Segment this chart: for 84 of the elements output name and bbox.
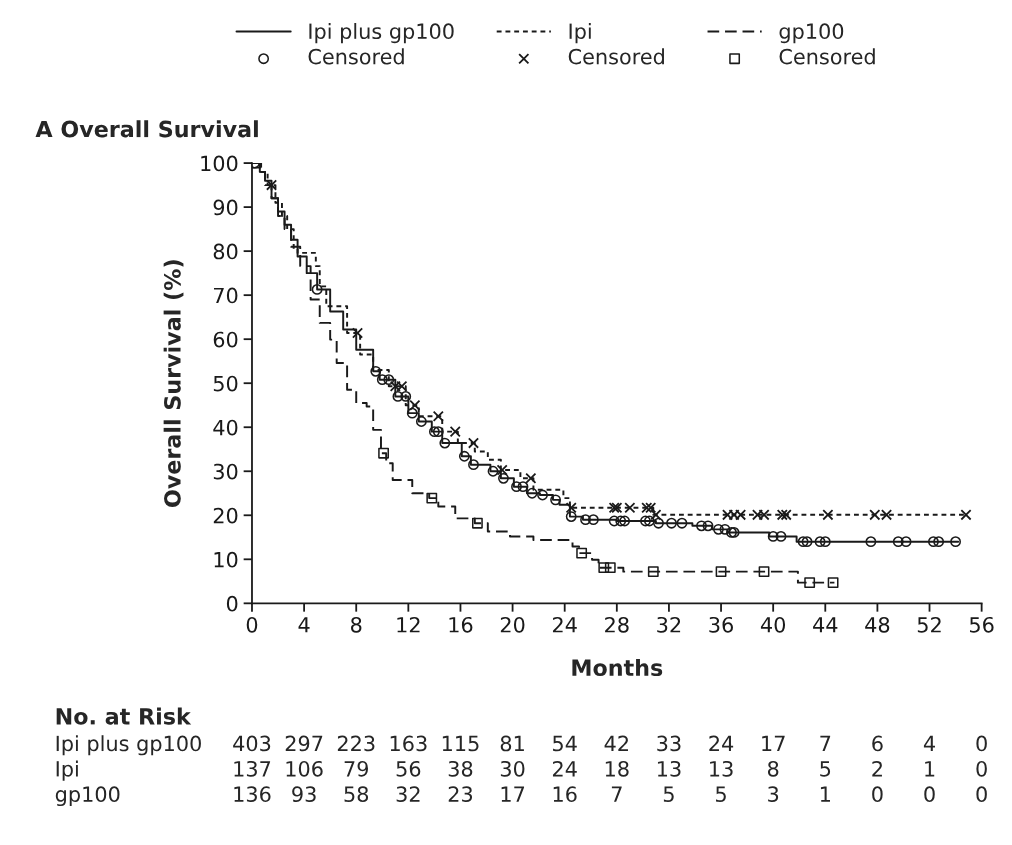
text: 136 <box>234 786 271 803</box>
text: Ipi plus gp100 <box>56 735 201 756</box>
text: 18 <box>605 760 629 777</box>
text: 16 <box>553 786 577 803</box>
y-axis-title: Overall Survival (%) <box>163 260 184 507</box>
x-tick-label: 52 <box>917 616 941 633</box>
text: 58 <box>344 786 369 803</box>
text: 13 <box>710 760 733 777</box>
text: 56 <box>396 760 421 777</box>
x-tick-label: 12 <box>397 616 420 633</box>
text: 1 <box>925 761 935 777</box>
text: 1 <box>820 786 830 802</box>
text: 24 <box>552 760 577 777</box>
text: 32 <box>396 786 420 803</box>
y-tick-label: 80 <box>213 243 238 260</box>
text: 54 <box>553 735 577 752</box>
text: 5 <box>820 761 831 777</box>
y-tick-label: 30 <box>213 463 238 480</box>
y-tick-label: 20 <box>213 507 238 524</box>
text: 17 <box>501 786 525 802</box>
x-tick-label: 48 <box>865 616 890 633</box>
x-tick-label: 36 <box>709 616 733 633</box>
y-tick-label: 100 <box>201 155 238 172</box>
text: 6 <box>872 735 883 752</box>
text: 23 <box>448 786 473 803</box>
text: 0 <box>976 735 987 752</box>
x-tick-label: 32 <box>657 616 681 633</box>
x-tick-label: 24 <box>552 616 577 633</box>
text: 8 <box>767 760 779 777</box>
text: 33 <box>657 735 681 752</box>
text: 81 <box>500 735 524 752</box>
legend-label: Censored <box>568 48 664 65</box>
text: 38 <box>448 760 473 777</box>
text: 0 <box>976 786 987 803</box>
y-tick-label: 10 <box>214 551 238 568</box>
text: 4 <box>923 735 935 752</box>
text: 7 <box>820 735 831 752</box>
x-tick-label: 4 <box>298 617 310 633</box>
text: 42 <box>604 735 628 752</box>
text: 297 <box>285 735 323 752</box>
text: 0 <box>976 760 987 777</box>
text: 0 <box>872 786 883 803</box>
x-tick-label: 28 <box>605 616 629 633</box>
text: 3 <box>768 786 779 803</box>
text: 115 <box>442 735 479 752</box>
text: No. at Risk <box>56 707 192 725</box>
text: 93 <box>292 786 316 803</box>
text: 30 <box>500 760 525 777</box>
text: 0 <box>924 786 935 803</box>
x-tick-label: 0 <box>246 616 258 633</box>
x-tick-label: 8 <box>351 616 362 633</box>
text: 5 <box>663 786 674 803</box>
text: 2 <box>872 760 882 777</box>
x-tick-label: 56 <box>969 616 994 633</box>
text: 13 <box>657 760 681 777</box>
text: 17 <box>762 735 785 752</box>
text: 163 <box>390 735 427 752</box>
legend-label: gp100 <box>779 23 844 44</box>
text: 403 <box>233 735 271 752</box>
y-tick-label: 60 <box>213 331 238 348</box>
x-tick-label: 40 <box>760 616 786 633</box>
text: 24 <box>709 735 734 752</box>
text: 79 <box>344 760 369 777</box>
text: gp100 <box>55 786 120 807</box>
y-tick-label: 90 <box>213 199 238 216</box>
x-tick-label: 20 <box>500 616 525 633</box>
y-tick-label: 50 <box>213 375 238 392</box>
x-tick-label: 16 <box>449 616 473 633</box>
legend-label: Censored <box>779 48 875 65</box>
legend-label: Censored <box>308 48 404 65</box>
text: 137 <box>234 760 271 777</box>
text: Ipi <box>56 760 78 781</box>
chart-title: A Overall Survival <box>35 120 258 138</box>
text: 7 <box>611 786 622 802</box>
text: 223 <box>337 735 375 752</box>
x-tick-label: 44 <box>813 617 838 633</box>
legend-label: Ipi <box>569 22 591 44</box>
y-tick-label: 40 <box>213 419 238 436</box>
text: 5 <box>716 786 726 803</box>
text: 106 <box>286 760 323 777</box>
y-tick-label: 70 <box>213 287 238 304</box>
legend-label: Ipi plus gp100 <box>309 22 454 44</box>
x-axis-title: Months <box>572 658 663 677</box>
y-tick-label: 0 <box>226 595 238 612</box>
